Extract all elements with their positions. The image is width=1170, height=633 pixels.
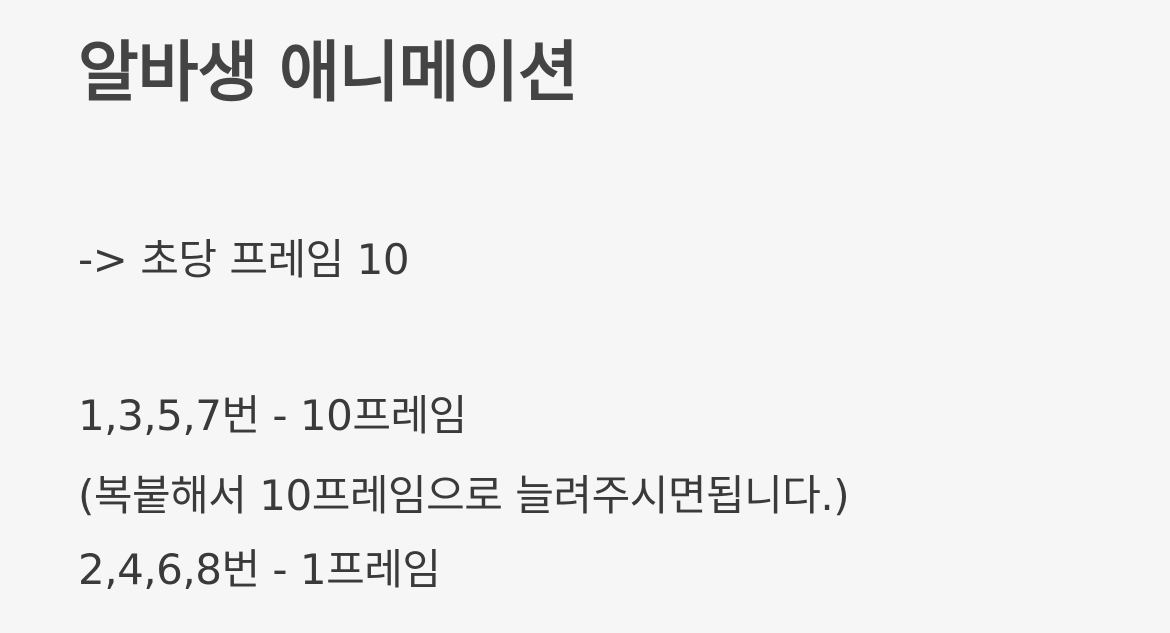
page-title: 알바생 애니메이션	[78, 34, 579, 111]
frame-rate-note: -> 초당 프레임 10	[78, 235, 410, 284]
copy-paste-instruction: (복붙해서 10프레임으로 늘려주시면됩니다.)	[78, 471, 850, 520]
odd-frames-note: 1,3,5,7번 - 10프레임	[78, 391, 467, 440]
even-frames-note: 2,4,6,8번 - 1프레임	[78, 545, 441, 594]
